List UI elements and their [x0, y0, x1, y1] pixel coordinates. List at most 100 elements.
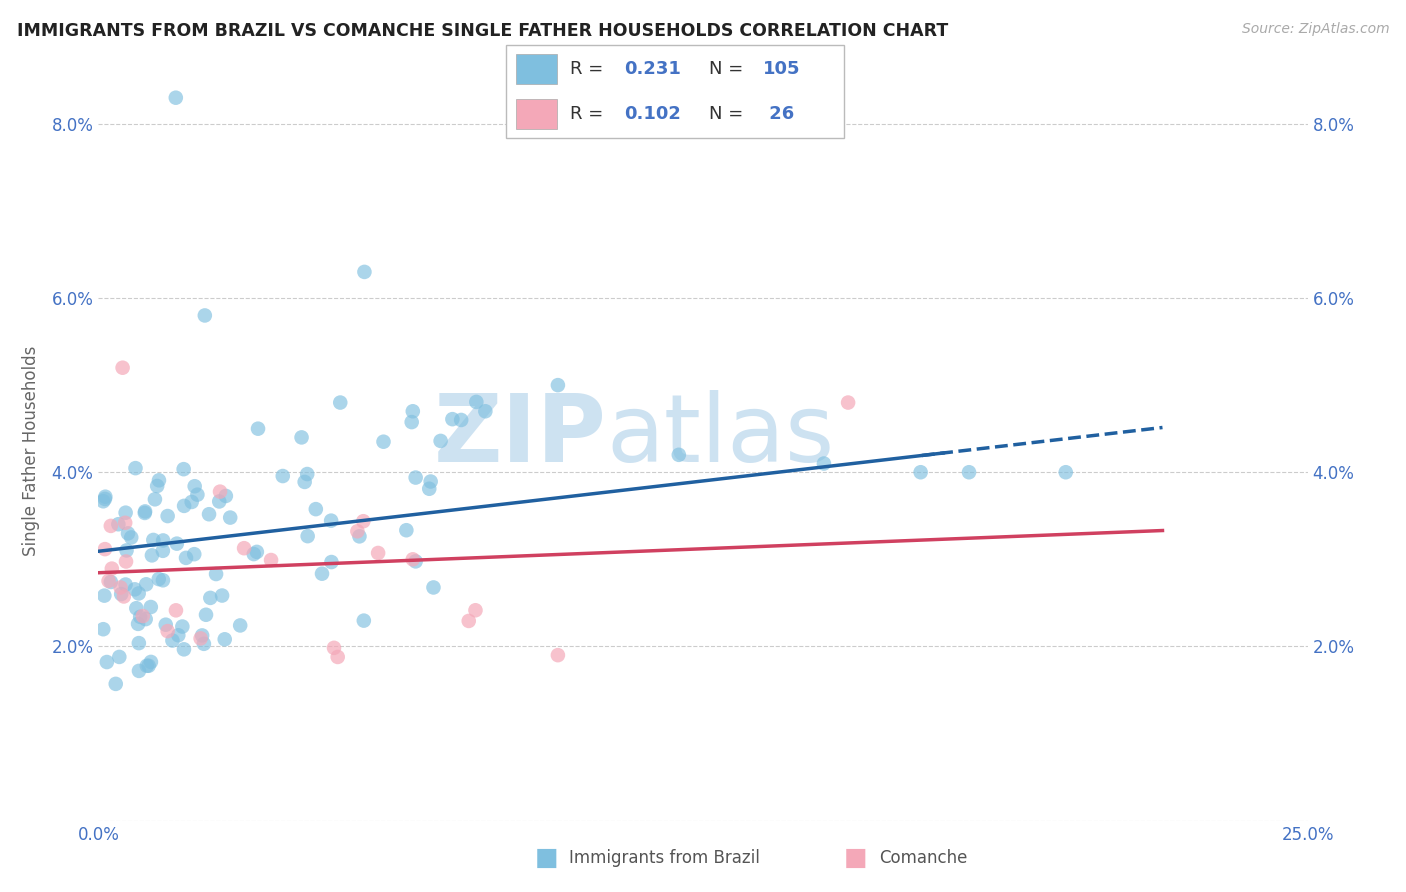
Point [229, 618, 252, 632]
Point [194, 309, 217, 323]
Point [100, 519, 122, 533]
Text: 0.102: 0.102 [624, 105, 681, 123]
Point [247, 422, 270, 436]
Point [148, 572, 170, 586]
Point [193, 637, 215, 651]
Point [957, 465, 980, 479]
Point [198, 507, 221, 521]
Point [305, 502, 328, 516]
Point [214, 632, 236, 647]
Point [271, 469, 294, 483]
Point [146, 479, 169, 493]
Point [138, 658, 160, 673]
Text: ZIP: ZIP [433, 390, 606, 482]
Point [156, 624, 179, 639]
Point [297, 529, 319, 543]
Point [173, 642, 195, 657]
Point [186, 488, 208, 502]
Point [104, 677, 127, 691]
Point [205, 567, 228, 582]
Point [219, 510, 242, 524]
Point [94, 491, 117, 506]
Point [143, 492, 166, 507]
Point [172, 619, 194, 633]
Point [91, 494, 114, 508]
Point [101, 561, 124, 575]
Point [141, 549, 163, 563]
Point [152, 574, 174, 588]
Point [422, 581, 444, 595]
Point [395, 523, 418, 537]
Point [323, 640, 346, 655]
Point [127, 616, 149, 631]
Text: ■: ■ [844, 847, 868, 870]
Text: IMMIGRANTS FROM BRAZIL VS COMANCHE SINGLE FATHER HOUSEHOLDS CORRELATION CHART: IMMIGRANTS FROM BRAZIL VS COMANCHE SINGL… [17, 22, 948, 40]
Point [402, 404, 425, 418]
Point [108, 649, 131, 664]
Point [474, 404, 496, 418]
Point [1054, 465, 1077, 479]
Point [167, 628, 190, 642]
Point [321, 555, 343, 569]
Point [94, 542, 117, 557]
Point [110, 587, 132, 601]
Point [246, 545, 269, 559]
Point [134, 506, 156, 520]
Point [152, 544, 174, 558]
Text: atlas: atlas [606, 390, 835, 482]
Text: 105: 105 [762, 60, 800, 78]
Point [290, 430, 312, 444]
Point [124, 582, 146, 597]
Text: R =: R = [571, 60, 609, 78]
Point [402, 552, 425, 566]
Point [128, 636, 150, 650]
Point [464, 603, 486, 617]
Point [124, 461, 146, 475]
Point [450, 413, 472, 427]
Point [115, 554, 138, 568]
Point [208, 494, 231, 508]
Point [114, 516, 136, 530]
Point [183, 479, 205, 493]
Point [211, 589, 233, 603]
Text: Comanche: Comanche [879, 849, 967, 867]
Text: N =: N = [709, 105, 748, 123]
Point [128, 664, 150, 678]
Point [346, 524, 368, 539]
Point [135, 577, 157, 591]
Point [114, 577, 136, 591]
Point [165, 91, 187, 105]
Y-axis label: Single Father Households: Single Father Households [22, 345, 41, 556]
Point [326, 649, 349, 664]
Point [162, 633, 184, 648]
FancyBboxPatch shape [516, 54, 557, 84]
Text: N =: N = [709, 60, 748, 78]
Point [117, 526, 139, 541]
Point [100, 574, 122, 589]
Point [547, 648, 569, 662]
Point [353, 265, 375, 279]
Point [294, 475, 316, 489]
Point [166, 536, 188, 550]
Point [441, 412, 464, 426]
Point [191, 628, 214, 642]
Point [418, 482, 440, 496]
Point [190, 632, 212, 646]
Point [547, 378, 569, 392]
Point [142, 533, 165, 547]
Point [297, 467, 319, 481]
Point [152, 533, 174, 548]
Point [183, 547, 205, 561]
Point [115, 543, 138, 558]
Text: Source: ZipAtlas.com: Source: ZipAtlas.com [1241, 22, 1389, 37]
Point [110, 581, 132, 595]
Point [352, 514, 374, 528]
Point [208, 484, 231, 499]
Point [401, 415, 423, 429]
Point [107, 517, 129, 532]
Point [139, 600, 162, 615]
Point [94, 490, 117, 504]
Point [419, 475, 441, 489]
Point [148, 473, 170, 487]
Point [111, 360, 134, 375]
